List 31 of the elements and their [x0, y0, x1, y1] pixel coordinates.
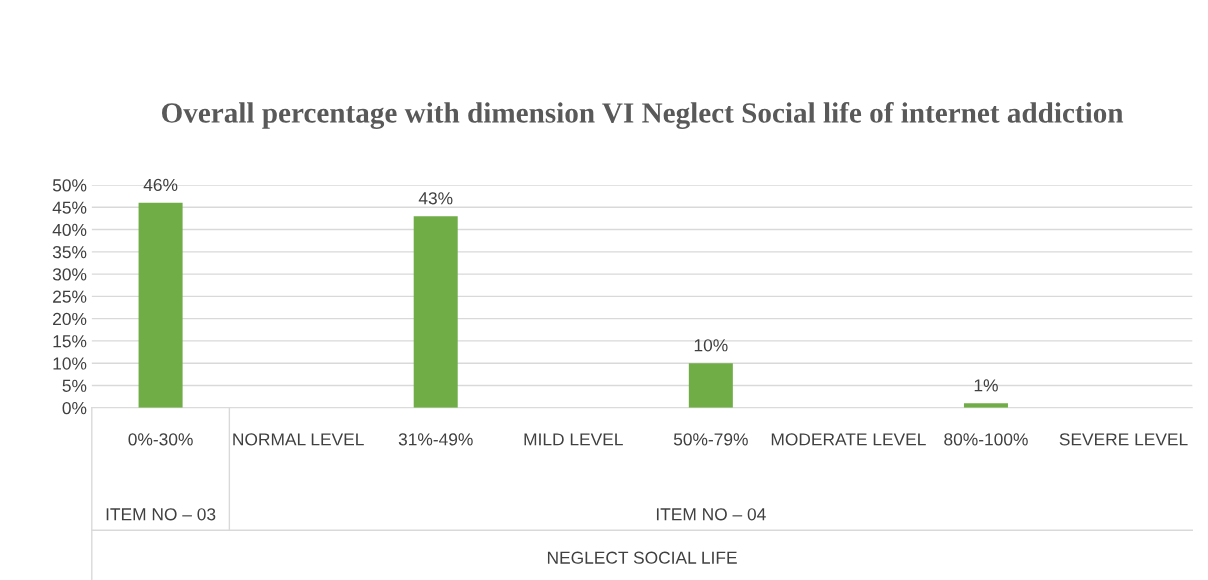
x-tick-label: 0%-30%	[128, 433, 193, 446]
y-tick-label: 40%	[52, 223, 87, 237]
y-tick-label: 35%	[52, 246, 87, 259]
bar	[688, 363, 733, 408]
y-tick-label: 0%	[62, 401, 87, 415]
data-label: 46%	[143, 178, 178, 192]
bar	[963, 403, 1008, 408]
chart-title: Overall percentage with dimension VI Neglect Social life of internet addiction	[162, 101, 1124, 129]
x-tick-label: 31%-49%	[398, 433, 473, 446]
y-tick-label: 10%	[53, 357, 87, 370]
text: ITEM NO – 04	[656, 508, 766, 521]
text: NEGLECT SOCIAL LIFE	[547, 551, 737, 564]
y-tick-label: 5%	[62, 379, 87, 392]
y-tick-label: 20%	[53, 312, 87, 326]
data-label: 10%	[694, 339, 728, 352]
data-label: 43%	[418, 192, 453, 205]
x-tick-label: MILD LEVEL	[524, 433, 623, 446]
x-tick-label: SEVERE LEVEL	[1059, 433, 1188, 446]
x-tick-label: 80%-100%	[944, 433, 1028, 446]
x-tick-label: 50%-79%	[673, 433, 748, 446]
y-tick-label: 25%	[53, 290, 87, 303]
y-tick-label: 30%	[52, 268, 87, 281]
data-label: 1%	[974, 379, 998, 392]
x-tick-label: MODERATE LEVEL	[771, 433, 926, 446]
bar	[138, 202, 183, 408]
y-tick-label: 50%	[52, 179, 87, 192]
y-tick-label: 45%	[52, 201, 87, 214]
text: ITEM NO – 03	[106, 508, 216, 521]
x-tick-label: NORMAL LEVEL	[233, 433, 364, 446]
y-tick-label: 15%	[53, 335, 87, 348]
bar	[413, 216, 458, 408]
